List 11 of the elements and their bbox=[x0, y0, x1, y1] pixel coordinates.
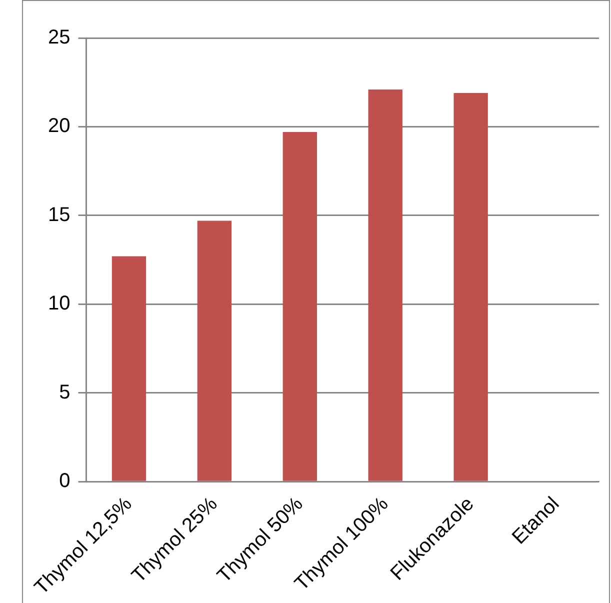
y-tick-label: 20 bbox=[48, 115, 70, 138]
bar bbox=[112, 256, 146, 481]
y-tick-label: 5 bbox=[59, 381, 70, 404]
bar bbox=[368, 89, 402, 481]
y-tick-label: 25 bbox=[48, 26, 70, 49]
y-tick-label: 10 bbox=[48, 292, 70, 315]
y-tick-label: 15 bbox=[48, 204, 70, 226]
y-tick-label: 0 bbox=[59, 470, 70, 492]
bar bbox=[454, 93, 488, 481]
bar bbox=[197, 220, 232, 481]
bar bbox=[282, 132, 317, 481]
